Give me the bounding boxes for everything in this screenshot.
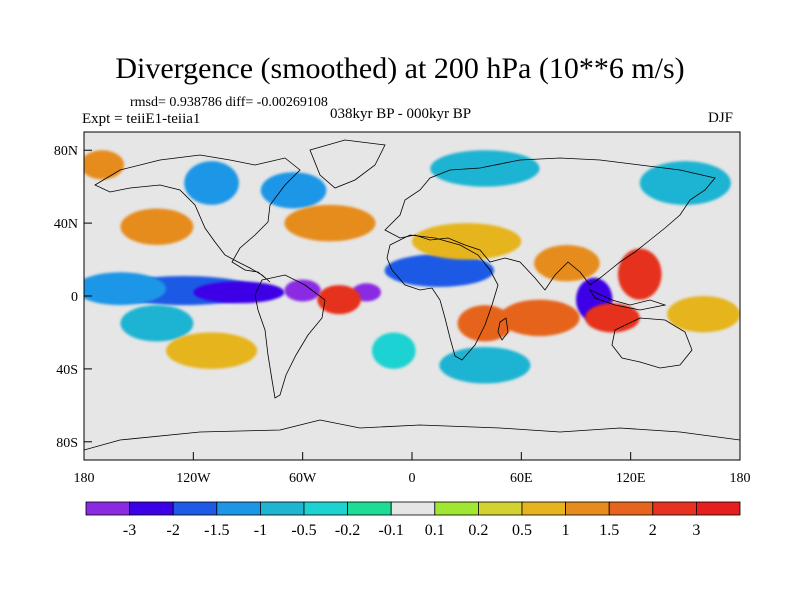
coastline-south-america [254,274,326,399]
colorbar-swatch [565,501,610,516]
colorbar-label: 1 [562,522,570,539]
y-tick-label: 40N [54,217,78,232]
colorbar-swatch [216,501,261,516]
colorbar-swatch [434,501,479,516]
field-region [439,347,531,384]
colorbar-label: 1.5 [599,522,619,539]
field-region [193,281,285,304]
colorbar: -3 -2 -1.5 -1 -0.5 -0.2 -0.1 0.1 0.2 0.5 1 1.5 2 3 [85,501,741,539]
axis-ticks: 180 120W 60W 0 60E 120E 180 80N 40N 0 40S 80S [54,144,751,486]
period-label: 038kyr BP - 000kyr BP [330,106,472,122]
field-region [166,332,258,369]
coastline-eurasia [384,157,716,291]
colorbar-label: -2 [167,522,180,539]
colorbar-label: -0.5 [291,522,316,539]
colorbar-label: -1.5 [204,522,229,539]
stats-text: rmsd= 0.938786 diff= -0.00269108 [130,95,328,110]
coastline-madagascar [497,317,509,341]
colorbar-swatch [608,501,654,516]
colorbar-label: 0.1 [425,522,445,539]
x-tick-label: 180 [730,471,751,486]
x-tick-label: 180 [74,471,95,486]
coastline-antarctica [84,419,740,451]
field-region [120,208,194,245]
colorbar-swatch [521,501,566,516]
field-region [371,332,416,369]
colorbar-label: -3 [123,522,136,539]
field-region [120,305,194,342]
colorbar-swatch [129,501,174,516]
y-tick-label: 80S [56,436,78,451]
field-region [617,248,662,300]
y-tick-label: 40S [56,363,78,378]
season-label: DJF [708,110,734,126]
field-region [384,254,495,287]
map-title: Divergence (smoothed) at 200 hPa (10**6 … [115,52,685,85]
x-tick-label: 60W [289,471,317,486]
coastline-indonesia [588,289,667,311]
field-region [499,299,580,337]
coastline-north-america [94,154,301,283]
field-region [667,296,740,333]
y-tick-label: 0 [71,290,78,305]
coastline-australia [611,317,693,369]
field-region [284,279,321,302]
x-tick-label: 120W [176,471,211,486]
colorbar-swatch [652,501,697,516]
field-region [260,172,327,209]
field-region [412,223,522,260]
field-region [84,150,125,180]
field-region [84,272,166,306]
colorbar-swatch [85,501,130,516]
colorbar-label: 0.2 [468,522,488,539]
colorbar-label: -0.2 [335,522,360,539]
colorbar-label: -0.1 [379,522,404,539]
coastlines [84,139,740,451]
colorbar-label: 0.5 [512,522,532,539]
field-region [639,161,731,205]
colorbar-label: -1 [254,522,267,539]
colorbar-swatch [347,501,392,516]
coastline-greenland [309,139,386,189]
colorbar-label: 3 [692,522,700,539]
experiment-label: Expt = teiiE1-teiia1 [82,111,201,127]
colorbar-label: 2 [649,522,657,539]
field-region [284,204,376,242]
colorbar-swatch [390,501,436,516]
colorbar-swatch [172,501,218,516]
coastline-africa [386,234,499,361]
colorbar-swatch [259,501,305,516]
colorbar-swatch [303,501,348,516]
x-tick-label: 0 [409,471,416,486]
colorbar-swatch [696,501,741,516]
divergence-field [84,150,740,384]
field-region [430,150,540,187]
x-tick-label: 120E [616,471,646,486]
field-region [317,285,361,315]
field-region [184,161,239,205]
field-region [585,303,640,333]
colorbar-swatch [477,501,523,516]
x-tick-label: 60E [510,471,533,486]
y-tick-label: 80N [54,144,78,159]
